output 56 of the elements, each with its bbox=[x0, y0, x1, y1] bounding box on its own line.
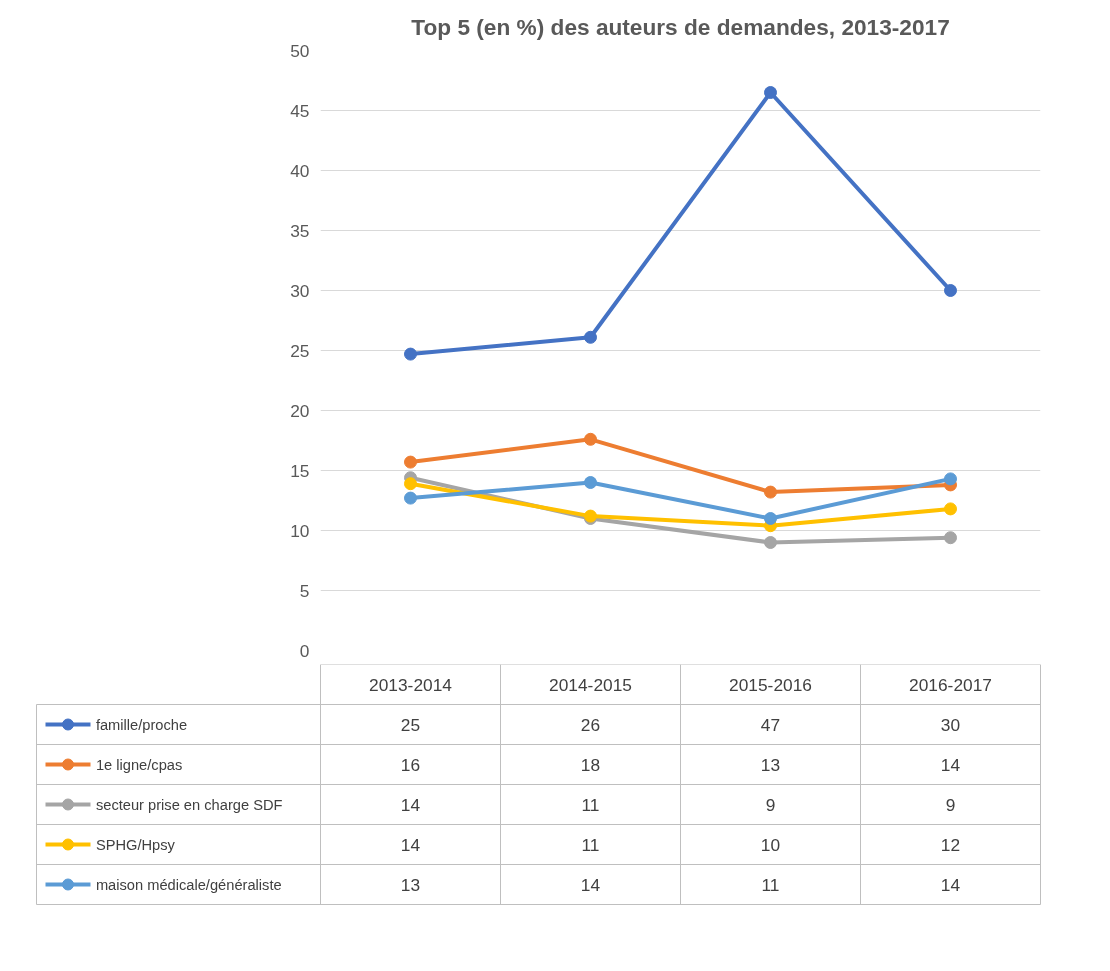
x-tick-label: 2013-2014 bbox=[369, 674, 453, 695]
data-label: 14 bbox=[940, 754, 961, 775]
y-tick-label: 35 bbox=[290, 220, 310, 241]
x-tick-label: 2016-2017 bbox=[909, 674, 992, 695]
data-label: 11 bbox=[761, 874, 780, 895]
y-tick-label: 45 bbox=[290, 100, 310, 121]
chart-title: Top 5 (en %) des auteurs de demandes, 2013-2017 bbox=[411, 13, 950, 40]
data-label: 14 bbox=[400, 794, 421, 815]
data-label: 9 bbox=[945, 794, 956, 815]
legend-label: maison médicale/généraliste bbox=[95, 876, 282, 893]
legend-label: 1e ligne/cpas bbox=[95, 756, 183, 773]
point bbox=[584, 432, 597, 446]
point bbox=[404, 455, 417, 469]
y-tick-label: 0 bbox=[299, 640, 310, 661]
point bbox=[764, 485, 777, 499]
point bbox=[764, 86, 777, 99]
data-label: 26 bbox=[580, 714, 601, 735]
legend-label: famille/proche bbox=[95, 716, 188, 733]
x-tick-label: 2015-2016 bbox=[729, 674, 812, 695]
point bbox=[944, 502, 957, 516]
data-label: 30 bbox=[940, 714, 961, 735]
data-label: 9 bbox=[765, 794, 776, 815]
point bbox=[584, 330, 597, 344]
point bbox=[944, 472, 957, 486]
y-tick-label: 20 bbox=[290, 400, 310, 421]
y-tick-label: 15 bbox=[290, 460, 310, 481]
point bbox=[404, 491, 417, 505]
y-tick-label: 40 bbox=[290, 160, 310, 181]
y-tick-label: 25 bbox=[290, 340, 310, 361]
data-label: 14 bbox=[940, 874, 961, 895]
data-label: 13 bbox=[760, 754, 781, 775]
data-label: 18 bbox=[580, 754, 601, 775]
data-label: 16 bbox=[400, 754, 421, 775]
data-label: 11 bbox=[581, 794, 600, 815]
point bbox=[764, 536, 777, 549]
y-tick-label: 10 bbox=[290, 520, 310, 541]
data-label: 14 bbox=[400, 834, 421, 855]
point bbox=[944, 531, 957, 545]
data-label: 10 bbox=[760, 834, 781, 855]
data-label: 13 bbox=[400, 874, 421, 895]
data-label: 12 bbox=[940, 834, 961, 855]
point bbox=[404, 347, 417, 361]
point bbox=[764, 512, 777, 525]
data-label: 11 bbox=[581, 834, 600, 855]
point bbox=[404, 477, 417, 491]
x-tick-label: 2014-2015 bbox=[549, 674, 632, 695]
point bbox=[944, 284, 957, 297]
data-label: 25 bbox=[400, 714, 421, 735]
data-label: 14 bbox=[580, 874, 601, 895]
y-tick-label: 5 bbox=[299, 580, 310, 601]
point bbox=[584, 476, 597, 489]
legend-label: secteur prise en charge SDF bbox=[95, 796, 283, 813]
data-label: 47 bbox=[760, 714, 781, 735]
y-tick-label: 30 bbox=[290, 280, 310, 301]
legend-label: SPHG/Hpsy bbox=[95, 836, 176, 853]
y-tick-label: 50 bbox=[290, 40, 310, 61]
